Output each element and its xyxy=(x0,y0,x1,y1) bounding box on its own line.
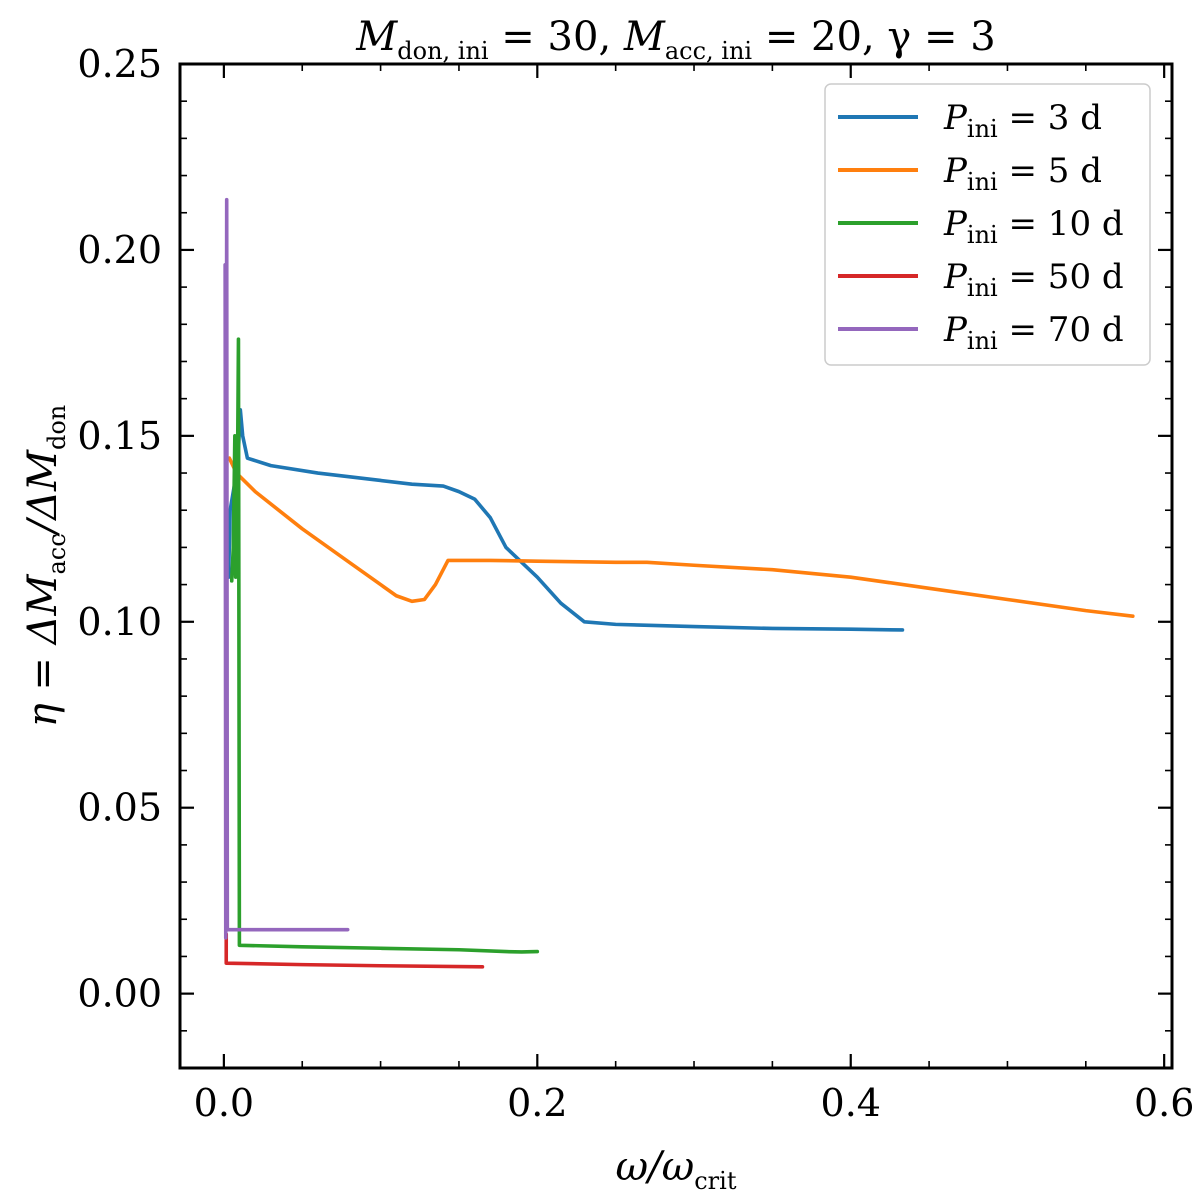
legend-label-2: Pini = 5 d xyxy=(943,151,1102,196)
y-tick-label: 0.25 xyxy=(77,42,162,86)
legend-label-4: Pini = 50 d xyxy=(943,257,1124,302)
y-label-sub1: acc xyxy=(43,533,71,574)
legend-label-1: Pini = 3 d xyxy=(943,98,1102,143)
y-tick-label: 0.05 xyxy=(77,786,162,830)
title-mdon-sub: don, ini xyxy=(397,37,489,65)
x-label-sub: crit xyxy=(694,1167,737,1195)
legend-label-5: Pini = 70 d xyxy=(943,310,1124,355)
ticks-layer: 0.0 0.2 0.4 0.6 0.00 0.05 0.10 0.15 0.20 0.25 xyxy=(77,42,1194,1125)
x-label-main: ω/ω xyxy=(616,1144,695,1190)
series-line-1 xyxy=(226,408,905,632)
y-tick-label: 0.10 xyxy=(77,600,162,644)
legend-label-3: Pini = 10 d xyxy=(943,204,1124,249)
series-line-5 xyxy=(223,197,350,940)
title-mdon-symbol: M xyxy=(355,14,398,60)
y-tick-label: 0.00 xyxy=(77,972,162,1016)
title-macc-sub: acc, ini xyxy=(665,37,753,65)
x-axis-label: ω/ωcrit xyxy=(616,1144,737,1195)
title-mdon-value: = 30, xyxy=(489,14,624,60)
x-tick-label: 0.6 xyxy=(1134,1081,1194,1125)
y-label-sub2: don xyxy=(43,405,71,450)
title-macc-symbol: M xyxy=(623,14,666,60)
y-axis-label: η = ΔMacc/ΔMdon xyxy=(20,405,71,728)
legend: Pini = 3 d Pini = 5 d Pini = 10 d Pini = 50… xyxy=(824,83,1151,366)
x-tick-label: 0.4 xyxy=(821,1081,881,1125)
series-layer xyxy=(223,197,1135,969)
y-tick-label: 0.15 xyxy=(77,414,162,458)
legend-box xyxy=(824,83,1151,366)
y-label-part2: /ΔM xyxy=(20,449,66,537)
x-tick-label: 0.0 xyxy=(194,1081,254,1125)
x-tick-label: 0.2 xyxy=(507,1081,567,1125)
plot-frame xyxy=(178,62,1174,1070)
title-gamma: γ = 3 xyxy=(887,14,995,60)
series-line-3 xyxy=(229,337,540,954)
chart-title: Mdon, ini = 30, Macc, ini = 20, γ = 3 xyxy=(355,14,995,65)
series-line-4 xyxy=(224,932,485,969)
title-macc-value: = 20, xyxy=(752,14,887,60)
y-label-part1: η = ΔM xyxy=(20,573,66,727)
series-line-2 xyxy=(227,456,1135,618)
y-tick-label: 0.20 xyxy=(77,228,162,272)
